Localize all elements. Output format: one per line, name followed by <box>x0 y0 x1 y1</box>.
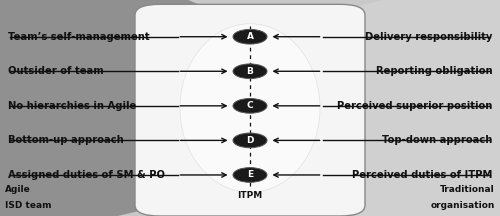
Circle shape <box>233 168 267 182</box>
Text: B: B <box>246 67 254 76</box>
Text: ITPM: ITPM <box>238 191 262 200</box>
Text: ISD team: ISD team <box>5 200 52 210</box>
Text: Agile: Agile <box>5 185 31 194</box>
Text: Top-down approach: Top-down approach <box>382 135 492 145</box>
Text: No hierarchies in Agile: No hierarchies in Agile <box>8 101 136 111</box>
Text: Traditional: Traditional <box>440 185 495 194</box>
Text: Team’s self-management: Team’s self-management <box>8 32 149 42</box>
Circle shape <box>233 64 267 79</box>
Text: Assigned duties of SM & PO: Assigned duties of SM & PO <box>8 170 164 180</box>
Text: D: D <box>246 136 254 145</box>
Circle shape <box>0 0 285 216</box>
FancyBboxPatch shape <box>135 4 365 216</box>
Circle shape <box>233 98 267 113</box>
Text: Reporting obligation: Reporting obligation <box>376 66 492 76</box>
Text: Bottom-up approach: Bottom-up approach <box>8 135 123 145</box>
Text: Perceived duties of ITPM: Perceived duties of ITPM <box>352 170 492 180</box>
Circle shape <box>233 29 267 44</box>
Text: E: E <box>247 170 253 179</box>
Text: Outsider of team: Outsider of team <box>8 66 104 76</box>
Text: Delivery responsibility: Delivery responsibility <box>365 32 492 42</box>
Text: C: C <box>246 101 254 110</box>
Text: Perceived superior position: Perceived superior position <box>337 101 492 111</box>
Circle shape <box>233 133 267 148</box>
Text: organisation: organisation <box>430 200 495 210</box>
Circle shape <box>215 0 500 216</box>
Ellipse shape <box>180 24 320 192</box>
Text: A: A <box>246 32 254 41</box>
